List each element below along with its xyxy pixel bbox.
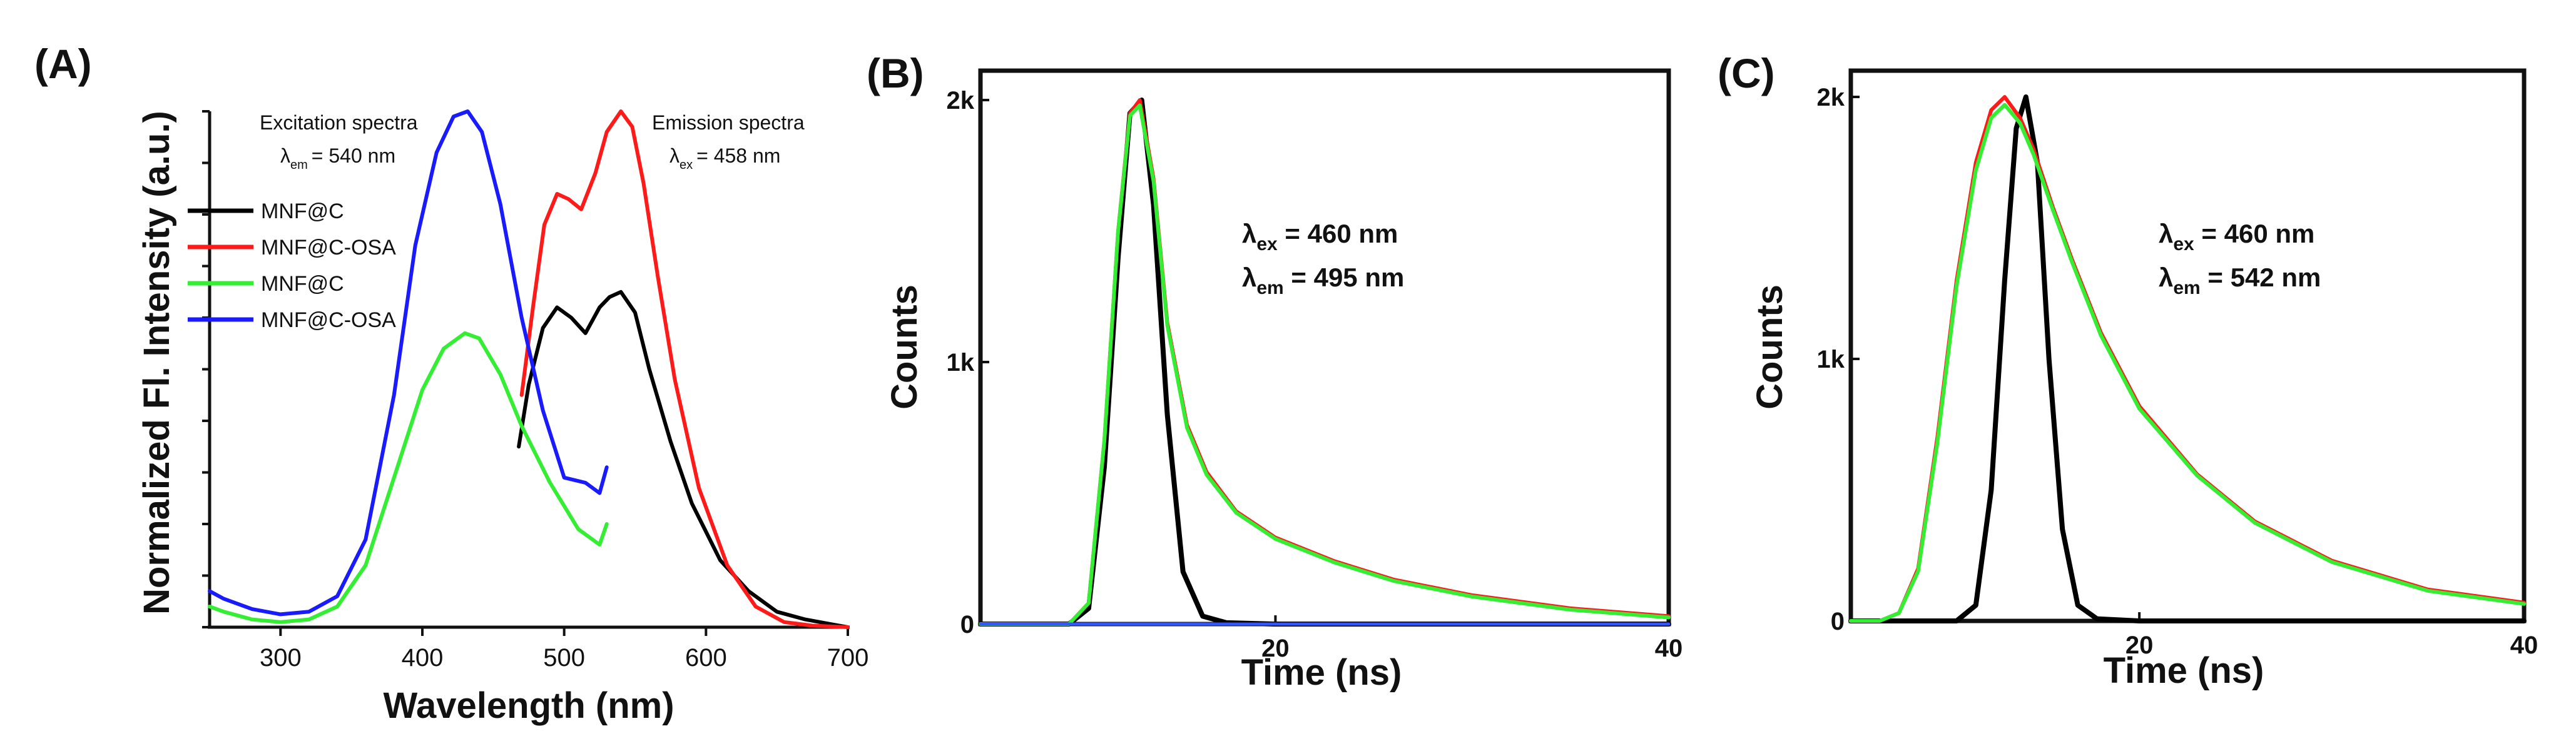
panel-a-legend: MNF@C MNF@C-OSA MNF@C MNF@C-OSA — [188, 199, 396, 332]
panel-a-series — [208, 109, 850, 629]
series-line-mnf-c — [517, 290, 850, 629]
series-line-mnf-c — [208, 331, 609, 624]
panel-b-frame — [978, 68, 1671, 627]
x-tick-label: 700 — [827, 644, 869, 672]
x-tick-label: 40 — [1655, 635, 1683, 662]
panel-c-excitation-label: λex = 460 nm — [2159, 219, 2314, 255]
y-tick-label: 0 — [1831, 608, 1845, 635]
x-tick-label: 600 — [685, 644, 727, 672]
panel-a-x-ticks: 300 400 500 600 700 — [260, 627, 868, 672]
panel-a: (A) 300 400 500 600 700 MNF@C MNF@C-OSA MNF@… — [34, 41, 868, 726]
y-tick-label: 2k — [1817, 84, 1845, 111]
y-tick-label: 1k — [1817, 346, 1845, 373]
panel-b-excitation-label: λex = 460 nm — [1242, 219, 1398, 255]
excitation-spectra-label: Excitation spectra — [260, 111, 418, 134]
series-line-irf — [978, 98, 1671, 627]
panel-c-letter: (C) — [1718, 50, 1775, 96]
series-line-mnf-c-osa — [519, 109, 850, 629]
series-line-mnf-c-osa-decay — [979, 98, 1671, 626]
x-tick-label: 20 — [2125, 632, 2154, 659]
panel-b-y-ticks: 0 1k 2k — [947, 87, 989, 638]
series-line-mnf-c-fit — [1849, 103, 2526, 623]
panel-b-x-ticks: 20 40 — [1261, 615, 1683, 662]
y-tick-label: 1k — [947, 349, 975, 376]
panel-c-frame — [1848, 68, 2527, 623]
panel-c-series — [1848, 94, 2527, 623]
panel-c-x-ticks: 20 40 — [2125, 612, 2538, 659]
legend-entry-mnf-c-green: MNF@C — [261, 272, 344, 296]
panel-b-y-axis-title: Counts — [884, 285, 925, 410]
panel-b-series — [978, 98, 1671, 627]
legend-entry-mnf-c-osa-red: MNF@C-OSA — [261, 236, 396, 260]
panel-a-x-axis-title: Wavelength (nm) — [383, 685, 674, 726]
panel-b-x-axis-title: Time (ns) — [1241, 652, 1402, 693]
legend-entry-mnf-c-black: MNF@C — [261, 199, 344, 223]
excitation-lambda-label: λem = 540 nm — [280, 144, 395, 172]
emission-spectra-label: Emission spectra — [652, 111, 805, 134]
series-line-mnf-c-decay — [1849, 95, 2526, 623]
x-tick-label: 40 — [2510, 632, 2538, 659]
series-line-mnf-c-osa — [208, 109, 609, 617]
series-line-irf — [1848, 94, 2527, 623]
x-tick-label: 20 — [1261, 635, 1290, 662]
panel-c-emission-label: λem = 542 nm — [2159, 263, 2321, 298]
x-tick-label: 400 — [402, 644, 444, 672]
panel-b-letter: (B) — [867, 50, 924, 96]
panel-b-emission-label: λem = 495 nm — [1242, 263, 1404, 298]
panel-a-y-axis-title: Normalized Fl. Intensity (a.u.) — [136, 111, 177, 615]
panel-a-y-minor-ticks — [202, 110, 210, 628]
panel-c-y-axis-title: Counts — [1749, 285, 1790, 410]
y-tick-label: 0 — [960, 611, 974, 638]
x-tick-label: 300 — [260, 644, 302, 672]
series-line-mnf-c-osa-fit — [979, 103, 1671, 626]
panel-c-y-ticks: 0 1k 2k — [1817, 84, 1860, 635]
panel-c-x-axis-title: Time (ns) — [2104, 650, 2264, 691]
x-tick-label: 500 — [543, 644, 585, 672]
panel-a-letter: (A) — [34, 41, 92, 87]
legend-entry-mnf-c-osa-blue: MNF@C-OSA — [261, 308, 396, 332]
y-tick-label: 2k — [947, 87, 975, 114]
emission-lambda-label: λex = 458 nm — [669, 144, 780, 172]
